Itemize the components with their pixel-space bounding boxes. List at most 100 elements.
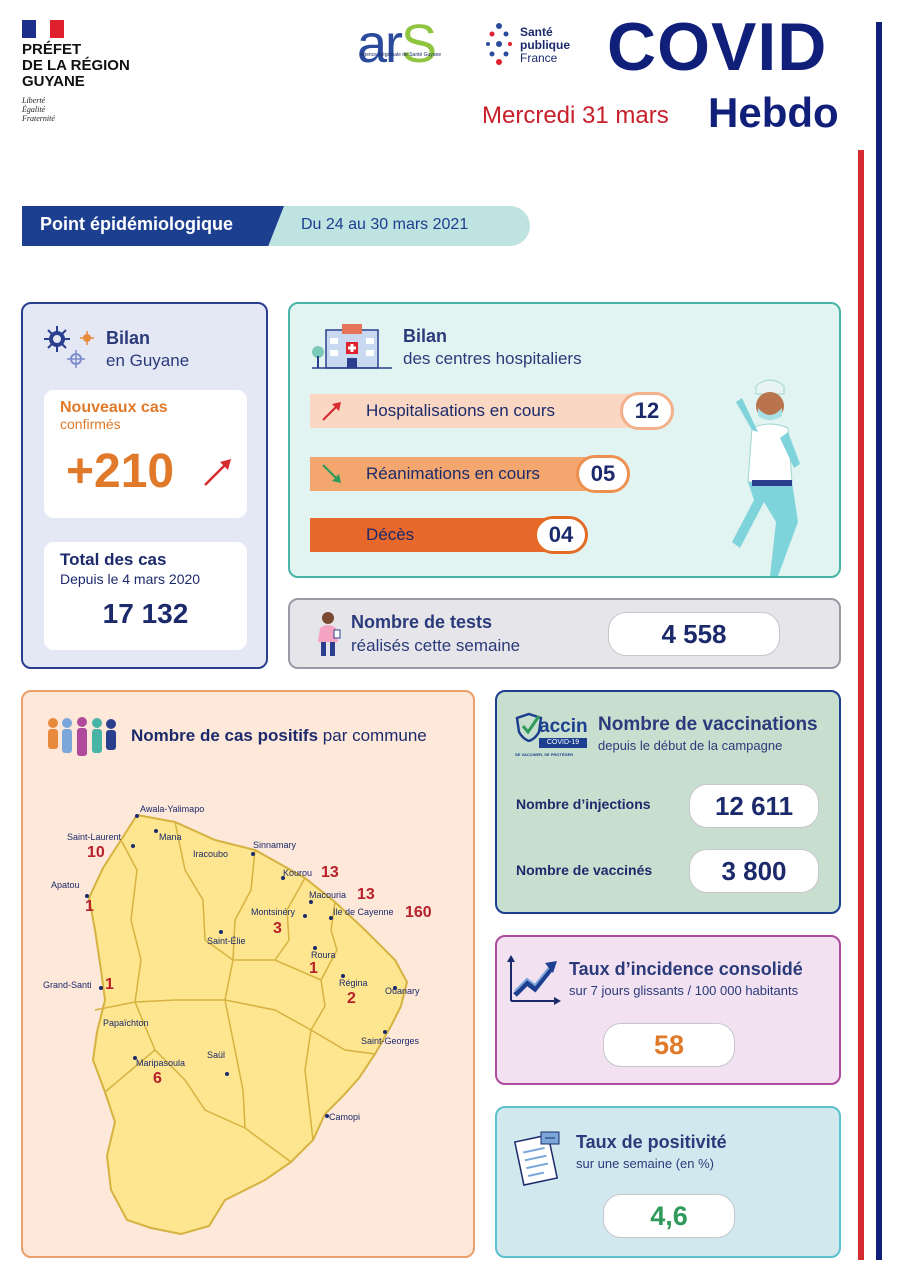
commune-dot [309, 900, 313, 904]
commune-count: 2 [347, 990, 356, 1007]
new-cases-card: Nouveaux cas confirmés +210 [44, 390, 247, 518]
commune-label: Ouanary [385, 986, 420, 996]
hebdo-title: Hebdo [708, 89, 839, 136]
period-dates: Du 24 au 30 mars 2021 [301, 216, 469, 233]
arrow-down-icon [322, 464, 341, 483]
ars-logo-letters: ar [357, 14, 403, 74]
commune-label: Saint-Élie [207, 936, 246, 946]
total-cases-value: 17 132 [102, 598, 189, 629]
commune-dot [325, 1114, 329, 1118]
section-band [22, 206, 284, 246]
tests-panel: Nombre de tests réalisés cette semaine 4… [288, 598, 841, 669]
vaccinated-value: 3 800 [689, 849, 819, 893]
commune-label: Maripasoula [136, 1058, 186, 1068]
motto-line: Égalité [22, 105, 46, 114]
arrow-up-icon [204, 459, 231, 486]
ars-logo: arS [357, 17, 437, 71]
hospital-subtitle: des centres hospitaliers [403, 349, 582, 368]
commune-label: Grand-Santi [43, 980, 92, 990]
hospitalisations-label: Hospitalisations en cours [366, 401, 555, 420]
vaccination-panel: accin COVID-19 SE VACCINER, SE PROTÉGER … [495, 690, 841, 914]
reanimations-row: Réanimations en cours [310, 457, 615, 491]
arrow-up-icon [322, 402, 341, 421]
covid-title: COVID [607, 9, 828, 85]
commune-label: Saint-Georges [361, 1036, 420, 1046]
prefecture-title: PRÉFET DE LA RÉGION GUYANE [22, 42, 182, 90]
commune-label: Mana [159, 832, 182, 842]
commune-label: Awala-Yalimapo [140, 804, 205, 814]
commune-count: 13 [357, 886, 375, 903]
commune-dot [329, 916, 333, 920]
positivity-title: Taux de positivité [576, 1132, 727, 1152]
new-cases-sub: confirmés [60, 416, 121, 432]
publication-date: Mercredi 31 mars [482, 102, 669, 129]
sp-line: Santé [520, 25, 553, 39]
section-title: Point épidémiologique [40, 214, 233, 234]
commune-count: 1 [85, 898, 94, 915]
positivity-panel: Taux de positivité sur une semaine (en %… [495, 1106, 841, 1258]
commune-dot [313, 946, 317, 950]
nurse-illustration-icon [732, 379, 800, 576]
vaccination-subtitle: depuis le début de la campagne [598, 738, 783, 753]
commune-dot [154, 829, 158, 833]
commune-dot [133, 1056, 137, 1060]
motto-line: Fraternité [22, 114, 55, 123]
commune-count: 160 [405, 904, 432, 921]
commune-dot [303, 914, 307, 918]
incidence-panel: Taux d’incidence consolidé sur 7 jours g… [495, 935, 841, 1085]
commune-dot [219, 930, 223, 934]
new-cases-label: Nouveaux cas [60, 399, 168, 416]
commune-label: Saint-Laurent [67, 832, 122, 842]
guyane-map [87, 813, 409, 1236]
commune-count: 13 [321, 864, 339, 881]
injections-label: Nombre d’injections [516, 796, 651, 812]
prefecture-line: DE LA RÉGION [22, 57, 130, 74]
deces-label: Décès [366, 525, 415, 544]
commune-dot [135, 814, 139, 818]
commune-dot [225, 1072, 229, 1076]
commune-dot [85, 894, 89, 898]
commune-count: 6 [153, 1070, 162, 1087]
deces-row: Décès [310, 518, 572, 552]
map-panel: Nombre de cas positifs par commune Awala… [21, 690, 475, 1258]
sante-publique-logo-icon [486, 23, 512, 65]
hospital-panel: Bilan des centres hospitaliers Hospitali… [288, 302, 841, 578]
commune-label: Macouria [309, 890, 347, 900]
shield-check-icon [515, 712, 543, 742]
commune-count: 1 [309, 960, 318, 977]
injections-value: 12 611 [689, 784, 819, 828]
vaccin-logo: accin COVID-19 SE VACCINER, SE PROTÉGER [515, 710, 589, 762]
sante-publique-text: Santé publique France [520, 26, 570, 65]
total-cases-sub: Depuis le 4 mars 2020 [60, 571, 201, 587]
tests-subtitle: réalisés cette semaine [351, 636, 521, 655]
commune-dot [251, 852, 255, 856]
vaccin-logo-tag: SE VACCINER, SE PROTÉGER [515, 752, 574, 757]
positivity-subtitle: sur une semaine (en %) [576, 1156, 715, 1171]
vaccination-title: Nombre de vaccinations [598, 714, 818, 735]
motto-line: Liberté [22, 96, 46, 105]
test-sheet-icon [513, 1131, 560, 1186]
commune-dot [383, 1030, 387, 1034]
bilan-guyane-panel: Bilan en Guyane Nouveaux cas confirmés +… [21, 302, 268, 669]
bilan-subtitle: en Guyane [106, 351, 190, 370]
republic-motto: Liberté Égalité Fraternité [22, 96, 55, 123]
commune-label: Régina [339, 978, 368, 988]
commune-dot [99, 986, 103, 990]
commune-label: Camopi [329, 1112, 361, 1122]
incidence-value: 58 [603, 1023, 735, 1067]
map-title-light: par commune [322, 726, 427, 745]
reanimations-label: Réanimations en cours [366, 464, 540, 483]
commune-label: Papaïchton [103, 1018, 149, 1028]
commune-label: Roura [311, 950, 336, 960]
reanimations-value: 05 [576, 455, 630, 493]
commune-dot [393, 986, 397, 990]
ars-subtitle: Agence Régionale de Santé Guyane [360, 52, 442, 58]
prefecture-line: GUYANE [22, 73, 85, 90]
commune-label: Iracoubo [193, 849, 229, 859]
tester-person-icon [318, 612, 341, 656]
commune-label: Kourou [283, 868, 313, 878]
bilan-title: Bilan [106, 328, 151, 348]
positivity-value: 4,6 [603, 1194, 735, 1238]
tests-value: 4 558 [608, 612, 780, 656]
commune-dot [281, 876, 285, 880]
